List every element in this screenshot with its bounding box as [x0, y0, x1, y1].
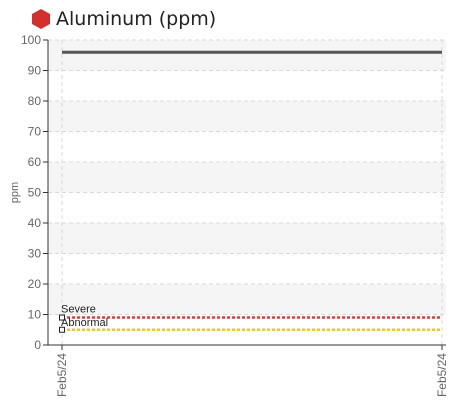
- threshold-label-abnormal: Abnormal: [61, 317, 108, 329]
- y-axis-label: ppm: [9, 182, 21, 203]
- grid-band: [48, 162, 446, 193]
- x-tick-label: Feb5/24: [435, 353, 449, 397]
- grid-band: [48, 101, 446, 132]
- threshold-label-severe: Severe: [61, 304, 96, 316]
- y-tick-label: 50: [28, 186, 42, 200]
- y-tick-label: 0: [34, 338, 41, 352]
- y-tick-label: 60: [28, 155, 42, 169]
- y-tick-label: 80: [28, 94, 42, 108]
- y-tick-label: 40: [28, 216, 42, 230]
- y-tick-label: 70: [28, 125, 42, 139]
- chart-title: Aluminum (ppm): [56, 8, 217, 30]
- y-tick-label: 100: [21, 33, 41, 47]
- grid-band: [48, 40, 446, 71]
- y-tick-label: 90: [28, 64, 42, 78]
- hexagon-alert-icon: [30, 8, 52, 30]
- threshold-marker-severe: [59, 314, 65, 321]
- y-tick-label: 30: [28, 247, 42, 261]
- grid-band: [48, 284, 446, 315]
- threshold-marker-abnormal: [59, 326, 65, 333]
- y-tick-label: 10: [28, 308, 42, 322]
- x-tick-label: Feb5/24: [55, 353, 69, 397]
- y-tick-label: 20: [28, 277, 42, 291]
- chart-header: Aluminum (ppm): [30, 6, 216, 32]
- grid-band: [48, 223, 446, 254]
